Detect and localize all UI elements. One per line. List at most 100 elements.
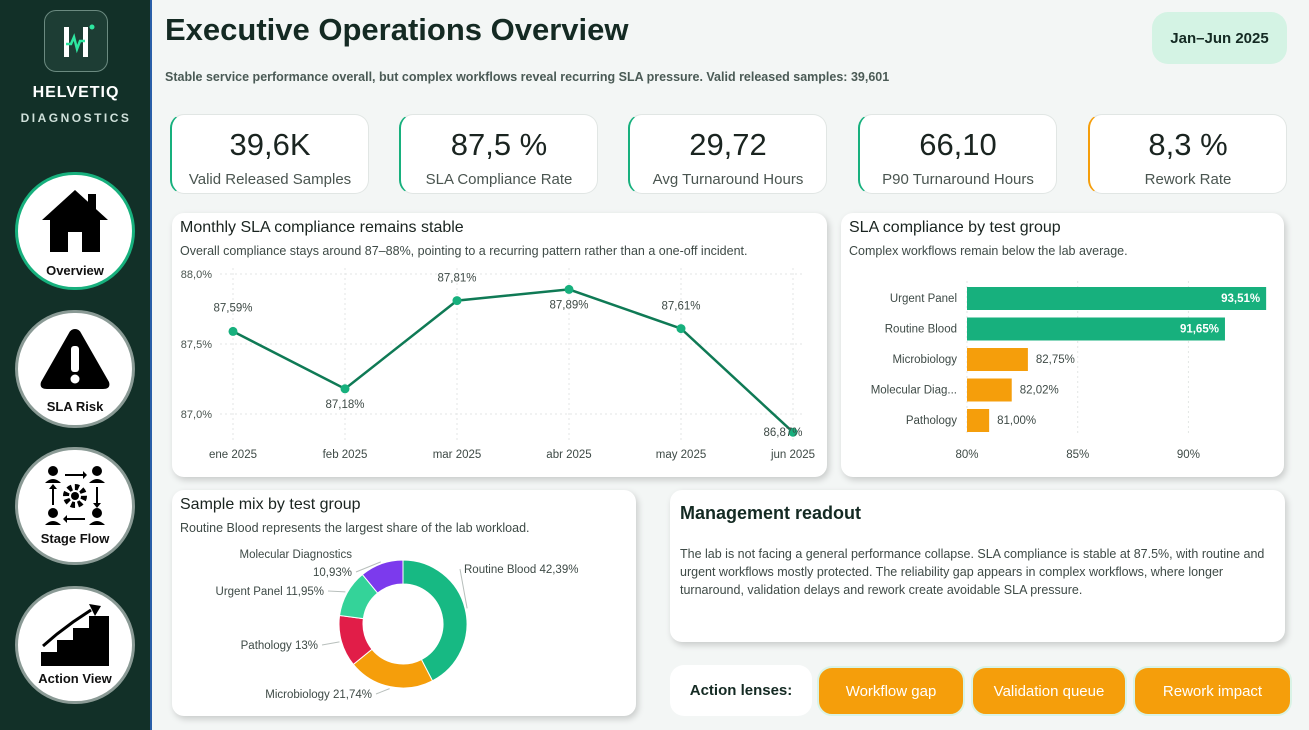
x-tick-label: ene 2025 (209, 449, 257, 461)
kpi-value: 39,6K (229, 127, 311, 162)
period-badge[interactable]: Jan–Jun 2025 (1152, 12, 1287, 64)
bar (967, 287, 1267, 310)
slice-label: Microbiology 21,74% (265, 689, 372, 701)
data-label: 87,61% (661, 301, 700, 313)
bar (967, 317, 1225, 341)
kpi-card-valid-samples: 39,6K Valid Released Samples (170, 114, 369, 194)
readout-title: Management readout (680, 503, 862, 523)
data-label: 87,59% (213, 302, 252, 314)
y-tick-label: 87,0% (181, 409, 212, 421)
kpi-label: Avg Turnaround Hours (652, 171, 804, 188)
panel-subtitle: Overall compliance stays around 87–88%, … (180, 244, 748, 258)
donut-slice (402, 559, 468, 682)
slice-label: Pathology 13% (241, 640, 318, 652)
y-tick-label: 88,0% (181, 269, 212, 281)
nav-label: Overview (46, 263, 104, 278)
kpi-label: Rework Rate (1144, 171, 1232, 188)
category-label: Molecular Diag... (871, 385, 957, 397)
kpi-card-p90-turnaround: 66,10 P90 Turnaround Hours (858, 114, 1057, 194)
leader-line (321, 641, 340, 646)
kpi-value: 8,3 % (1148, 127, 1228, 162)
nav-action-view-button[interactable]: Action View (15, 586, 135, 704)
category-label: Microbiology (892, 354, 957, 366)
panel-subtitle: Routine Blood represents the largest sha… (180, 521, 530, 535)
data-label: 87,81% (437, 273, 476, 285)
y-tick-label: 87,5% (181, 339, 212, 351)
kpi-value: 66,10 (919, 127, 997, 162)
rework-impact-button[interactable]: Rework impact (1133, 666, 1292, 716)
slice-label: 10,93% (313, 567, 352, 579)
x-tick-label: feb 2025 (323, 449, 368, 461)
x-tick-label: may 2025 (656, 449, 707, 461)
sla-by-group-panel: SLA compliance by test group Complex wor… (841, 213, 1284, 477)
data-label: 91,65% (1180, 324, 1219, 336)
monthly-sla-panel: Monthly SLA compliance remains stable Ov… (172, 213, 827, 477)
x-tick-label: mar 2025 (433, 449, 482, 461)
bar (967, 378, 1012, 402)
warning-icon (18, 321, 132, 397)
x-tick-label: abr 2025 (546, 449, 591, 461)
leader-line (459, 568, 468, 609)
page-title: Executive Operations Overview (165, 12, 629, 47)
leader-line (327, 590, 346, 593)
nav-sla-risk-button[interactable]: SLA Risk (15, 310, 135, 428)
category-label: Routine Blood (885, 324, 957, 336)
kpi-value: 29,72 (689, 127, 767, 162)
nav-label: Action View (38, 671, 112, 686)
x-tick-label: 90% (1177, 449, 1200, 461)
kpi-card-avg-turnaround: 29,72 Avg Turnaround Hours (628, 114, 827, 194)
x-tick-label: 80% (955, 449, 978, 461)
x-tick-label: jun 2025 (770, 449, 815, 461)
nav-overview-button[interactable]: Overview (15, 172, 135, 290)
panel-subtitle: Complex workflows remain below the lab a… (849, 244, 1128, 258)
x-tick-label: 85% (1066, 449, 1089, 461)
kpi-card-rework-rate: 8,3 % Rework Rate (1088, 114, 1287, 194)
management-readout-panel: Management readout The lab is not facing… (670, 490, 1285, 642)
sidebar: HELVETIQ DIAGNOSTICS Overview SLA Risk (0, 0, 152, 730)
donut-chart: Routine Blood 42,39% Microbiology 21,74% P… (216, 549, 579, 701)
data-label: 82,75% (1036, 354, 1075, 366)
data-point (228, 326, 238, 336)
kpi-label: P90 Turnaround Hours (882, 171, 1034, 188)
nav-label: Stage Flow (40, 531, 110, 546)
data-point (676, 324, 686, 334)
data-point (788, 427, 798, 437)
data-point (340, 384, 350, 394)
category-label: Urgent Panel (890, 293, 957, 305)
data-label: 87,89% (549, 299, 588, 311)
nav-label: SLA Risk (46, 399, 104, 414)
workflow-gap-button[interactable]: Workflow gap (817, 666, 965, 716)
bar (967, 348, 1028, 371)
data-label: 82,02% (1020, 385, 1059, 397)
data-label: 93,51% (1221, 293, 1260, 305)
data-label: 86,87% (763, 427, 802, 439)
data-label: 81,00% (997, 415, 1036, 427)
nav-stage-flow-button[interactable]: Stage Flow (15, 447, 135, 565)
slice-label: Urgent Panel 11,95% (216, 586, 324, 598)
line-chart: 87,0% 87,5% 88,0% ene 2025 feb 2025 mar 2025 a… (181, 268, 815, 461)
panel-title: Sample mix by test group (180, 496, 361, 513)
validation-queue-button[interactable]: Validation queue (971, 666, 1127, 716)
brand-name: HELVETIQ (32, 84, 120, 101)
logo-mark-icon (64, 24, 95, 57)
sample-mix-panel: Sample mix by test group Routine Blood r… (172, 490, 636, 716)
slice-label: Routine Blood 42,39% (464, 564, 578, 576)
action-lenses-label: Action lenses: (670, 665, 812, 716)
donut-slice (361, 559, 404, 594)
slice-name-label: Molecular Diagnostics (240, 549, 353, 561)
panel-title: Monthly SLA compliance remains stable (180, 219, 464, 236)
workflow-icon (18, 458, 132, 534)
logo (44, 10, 108, 72)
readout-body: The lab is not facing a general performa… (680, 547, 1265, 597)
home-icon (18, 183, 132, 259)
data-point (564, 284, 574, 294)
page-subtitle: Stable service performance overall, but … (165, 70, 890, 84)
leader-line (375, 688, 390, 695)
category-label: Pathology (906, 415, 957, 427)
stairs-arrow-icon (18, 597, 132, 673)
data-label: 87,18% (325, 399, 364, 411)
kpi-label: Valid Released Samples (188, 171, 352, 188)
leader-line (355, 561, 381, 573)
brand-subtitle: DIAGNOSTICS (20, 111, 132, 125)
series-line (232, 288, 794, 434)
